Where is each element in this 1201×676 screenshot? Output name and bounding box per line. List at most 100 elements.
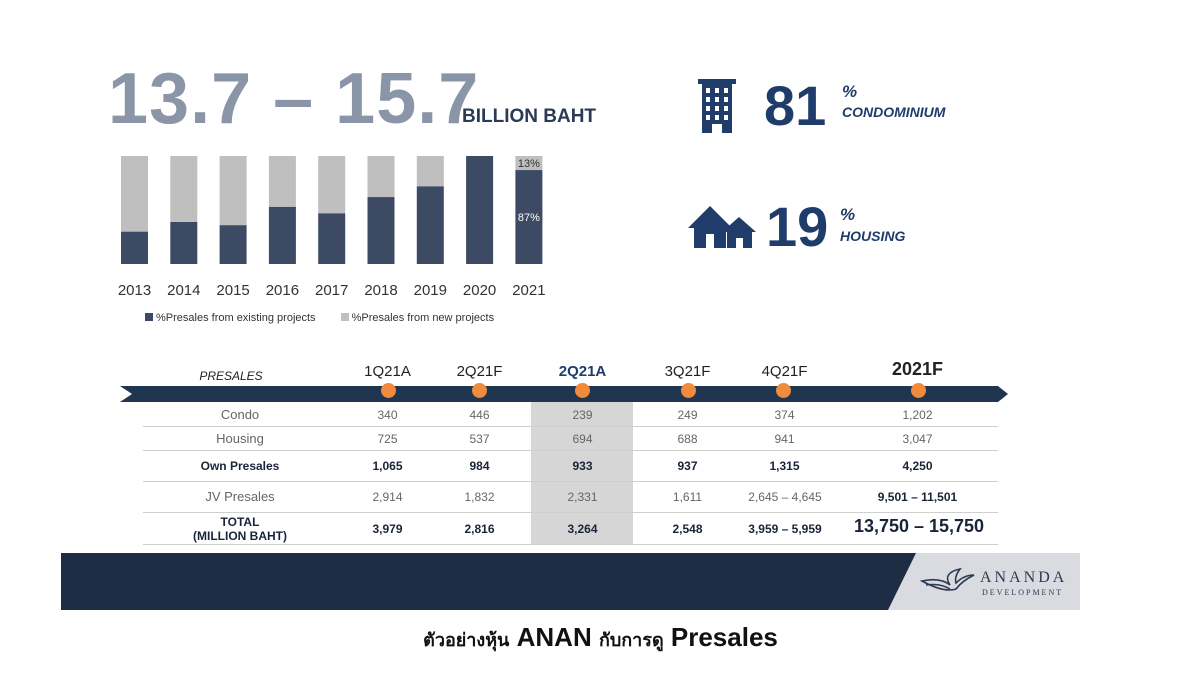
table-cell: 2,645 – 4,645 — [748, 490, 822, 504]
col-header-2q21f: 2Q21F — [456, 363, 503, 380]
x-tick-label-2019: 2019 — [414, 282, 447, 299]
logo-sub: DEVELOPMENT — [982, 588, 1064, 597]
x-tick-label-2016: 2016 — [266, 282, 299, 299]
table-cell: 1,611 — [672, 490, 703, 504]
caption: ตัวอย่างหุ้น ANAN กับการดู Presales — [0, 622, 1201, 654]
table-cell: 2,548 — [672, 522, 703, 536]
caption-ticker: ANAN — [516, 622, 592, 652]
table-cell: 2,816 — [464, 522, 495, 536]
legend-new: %Presales from new projects — [340, 312, 494, 324]
table-cell: 937 — [677, 459, 698, 473]
table-cell: 374 — [774, 408, 795, 422]
table-cell: 3,047 — [902, 432, 933, 446]
bar-existing-2021 — [515, 170, 543, 264]
x-tick-label-2013: 2013 — [118, 282, 151, 299]
x-tick-label-2021: 2021 — [512, 282, 545, 299]
presales-table-title: PRESALES — [199, 369, 263, 383]
row-label-total-line1: TOTAL — [220, 515, 260, 529]
table-cell: 3,979 — [372, 522, 403, 536]
table-cell: 340 — [377, 408, 398, 422]
ananda-wing-icon — [919, 567, 976, 600]
table-cell: 537 — [469, 432, 490, 446]
housing-percent-sign: % — [840, 205, 856, 224]
table-cell: 694 — [572, 432, 593, 446]
bar-existing-2020 — [466, 156, 494, 264]
col-header-2021f: 2021F — [891, 359, 944, 379]
bar-existing-2015 — [219, 225, 247, 264]
x-tick-label-2015: 2015 — [216, 282, 249, 299]
legend-existing: %Presales from existing projects — [145, 312, 316, 324]
x-tick-label-2014: 2014 — [167, 282, 200, 299]
caption-thai-mid: กับการดู — [598, 630, 664, 650]
table-cell: 1,202 — [902, 408, 933, 422]
x-tick-label-2018: 2018 — [364, 282, 397, 299]
condo-label: CONDOMINIUM — [842, 104, 946, 120]
table-cell: 1,315 — [769, 459, 800, 473]
row-divider — [143, 426, 998, 427]
table-cell: 725 — [377, 432, 398, 446]
bar-new-2021 — [515, 156, 543, 171]
bar-new-2015 — [219, 156, 247, 226]
row-divider — [143, 481, 998, 482]
col-header-3q21f: 3Q21F — [664, 363, 711, 380]
caption-thai-pre: ตัวอย่างหุ้น — [423, 630, 510, 650]
timeline-dot — [575, 383, 590, 398]
headline-range: 13.7 – 15.7 — [108, 59, 480, 139]
timeline-dot — [681, 383, 696, 398]
highlight-column-bg — [531, 402, 633, 545]
col-header-4q21f: 4Q21F — [761, 363, 808, 380]
bar-existing-2014 — [170, 221, 198, 264]
data-label-existing-2021: 87% — [518, 212, 540, 224]
table-cell: 9,501 – 11,501 — [877, 490, 958, 504]
chart-legend: %Presales from existing projects %Presal… — [145, 312, 516, 324]
condo-percent-sign: % — [842, 82, 858, 101]
bar-new-2013 — [121, 156, 148, 232]
table-cell: 249 — [677, 408, 698, 422]
row-label-housing: Housing — [216, 431, 264, 446]
row-divider — [143, 450, 998, 451]
bar-existing-2013 — [121, 231, 148, 264]
row-label-own-presales: Own Presales — [200, 459, 280, 473]
col-header-2q21a: 2Q21A — [558, 363, 607, 380]
bar-existing-2017 — [318, 213, 346, 264]
table-cell: 4,250 — [902, 459, 933, 473]
bar-existing-2018 — [367, 197, 395, 264]
timeline-dot — [472, 383, 487, 398]
row-label-condo: Condo — [220, 407, 260, 422]
table-cell: 2,914 — [372, 490, 403, 504]
table-cell: 1,065 — [372, 459, 403, 473]
data-label-new-2021: 13% — [518, 158, 540, 170]
headline-unit: BILLION BAHT — [462, 106, 597, 127]
row-label-jv-presales: JV Presales — [205, 489, 275, 504]
logo-name: ANANDA — [980, 569, 1068, 586]
table-cell: 446 — [469, 408, 490, 422]
col-header-1q21a: 1Q21A — [364, 363, 411, 380]
timeline-dot — [381, 383, 396, 398]
bar-new-2018 — [367, 156, 395, 198]
table-cell: 239 — [572, 408, 593, 422]
legend-label-existing: %Presales from existing projects — [156, 312, 316, 324]
bar-existing-2016 — [268, 206, 296, 264]
table-cell: 933 — [572, 459, 593, 473]
row-divider — [143, 512, 998, 513]
table-cell: 984 — [469, 459, 490, 473]
table-cell: 2,331 — [567, 490, 598, 504]
timeline-dot — [776, 383, 791, 398]
bar-new-2017 — [318, 156, 346, 214]
condo-percent-value: 81 — [764, 74, 827, 137]
row-label-total: TOTAL (MILLION BAHT) — [150, 515, 330, 543]
x-tick-label-2020: 2020 — [463, 282, 496, 299]
presales-stacked-bar-chart: 2013 2014 2015 2016 2017 2018 2019 2020 2021 13% 8… — [118, 156, 546, 299]
row-label-total-line2: (MILLION BAHT) — [193, 529, 287, 543]
bar-existing-2019 — [416, 186, 444, 264]
row-divider — [143, 544, 998, 545]
legend-swatch-new — [340, 313, 349, 321]
building-icon — [696, 77, 738, 138]
table-cell: 13,750 – 15,750 — [853, 516, 985, 536]
house-icon — [686, 202, 758, 255]
table-cell: 1,832 — [464, 490, 495, 504]
table-cell: 688 — [677, 432, 698, 446]
footer-logo-panel — [888, 553, 1080, 610]
housing-percent-value: 19 — [766, 195, 829, 258]
timeline-dot — [911, 383, 926, 398]
